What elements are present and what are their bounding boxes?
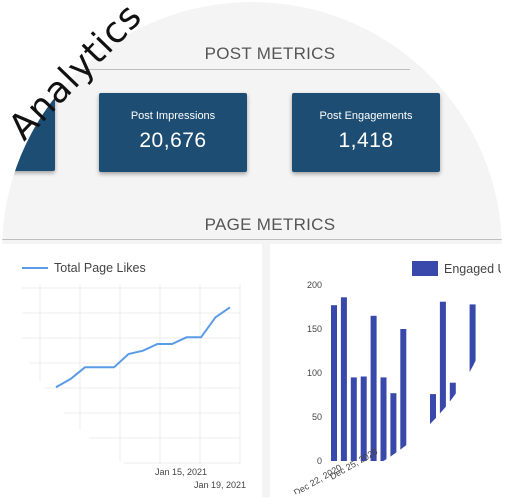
bar-y-tick-3: 150 [307, 324, 322, 334]
bar-legend: Engaged U [412, 261, 502, 276]
bar-10 [430, 394, 436, 461]
bar-0 [331, 305, 337, 461]
bar-13 [459, 392, 466, 461]
post-engagements-value: 1,418 [338, 129, 394, 152]
bar-4 [370, 315, 377, 461]
bar-1 [340, 297, 347, 461]
bar-6 [390, 393, 397, 461]
bar-legend-label: Engaged U [444, 261, 502, 276]
total-page-likes-chart: Total Page Likes Jan 15, 2021 Jan 19, 20… [2, 244, 262, 498]
post-impressions-label: Post Impressions [130, 110, 216, 122]
post-engagements-card: Post Engagements 1,418 [292, 93, 440, 172]
bar-11 [439, 301, 446, 461]
bar-y-tick-4: 200 [307, 280, 322, 290]
bar-y-tick-0: 0 [317, 456, 322, 466]
bar-y-tick-1: 50 [312, 412, 322, 422]
bar-y-axis: 0 50 100 150 200 [307, 280, 322, 466]
line-series-total-page-likes [55, 306, 231, 389]
post-engagements-label: Post Engagements [319, 110, 413, 122]
engaged-users-chart: Engaged U 0 50 100 150 200 Dec 22, 2020 Dec … [270, 244, 502, 498]
bar-3 [360, 376, 367, 461]
page-metrics-divider [2, 239, 502, 240]
line-legend-label: Total Page Likes [54, 261, 146, 275]
post-metrics-divider [35, 69, 410, 70]
partial-metric-card [2, 94, 55, 171]
line-chart-svg: Jan 15, 2021 Jan 19, 2021 [22, 284, 246, 490]
bar-14 [469, 304, 476, 461]
post-impressions-value: 20,676 [139, 129, 207, 152]
line-legend: Total Page Likes [22, 261, 146, 275]
bar-5 [380, 377, 387, 461]
post-impressions-card: Post Impressions 20,676 [99, 93, 247, 172]
bar-legend-swatch [412, 261, 438, 276]
bar-series-engaged-users [331, 297, 476, 461]
post-metrics-title: POST METRICS [204, 44, 336, 63]
line-chart-grid [22, 284, 241, 464]
bar-12 [449, 382, 456, 461]
bar-2 [350, 377, 357, 461]
line-x-tick-0: Jan 15, 2021 [155, 467, 207, 477]
bar-7 [400, 329, 407, 461]
line-x-tick-1: Jan 19, 2021 [194, 480, 246, 490]
bar-y-tick-2: 100 [307, 368, 322, 378]
line-legend-swatch [22, 267, 48, 269]
page-metrics-title: PAGE METRICS [204, 215, 336, 234]
